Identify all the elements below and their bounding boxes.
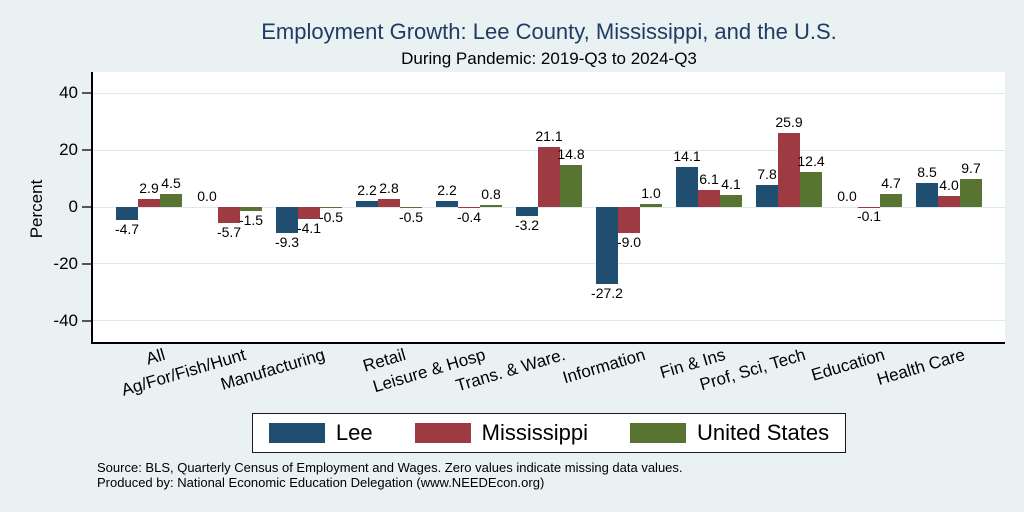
x-category-label-9: Education [809,345,888,385]
bar-mississippi-10 [938,195,960,207]
value-label-united-states-9: 4.7 [881,174,901,191]
value-label-lee-9: 0.0 [837,188,857,204]
value-label-mississippi-3: 2.8 [379,180,399,197]
value-label-lee-2: -9.3 [274,234,300,251]
value-label-mississippi-1: -5.7 [216,224,242,241]
bar-lee-0 [116,207,138,221]
value-label-united-states-2: -0.5 [318,209,344,226]
gridline-0 [93,206,1005,208]
bar-mississippi-3 [378,199,400,207]
legend-label-2: United States [697,420,830,445]
bar-united-states-9 [880,193,902,207]
value-label-mississippi-4: -0.4 [456,209,482,226]
bar-united-states-3 [400,207,422,209]
value-label-united-states-8: 12.4 [797,152,825,169]
value-label-mississippi-0: 2.9 [139,179,159,196]
legend: Lee Mississippi United States [93,413,1005,453]
value-label-mississippi-6: -9.0 [616,233,642,250]
value-label-mississippi-9: -0.1 [856,208,882,225]
legend-swatch-0 [268,423,325,443]
bar-lee-5 [516,207,538,217]
value-label-united-states-10: 9.7 [961,160,981,177]
legend-item-united-states: United States [630,421,829,445]
value-label-lee-1: 0.0 [197,188,217,204]
y-tick-label-20: 20 [59,140,78,160]
bar-lee-6 [596,207,618,285]
y-tick-label-40: 40 [59,83,78,103]
bar-united-states-5 [560,164,582,207]
bar-mississippi-6 [618,207,640,233]
y-tick-label--40: -40 [53,310,78,330]
value-label-lee-10: 8.5 [917,163,937,180]
chart-subtitle: During Pandemic: 2019-Q3 to 2024-Q3 [401,49,697,68]
legend-swatch-1 [414,423,471,443]
y-tick-40 [82,92,91,95]
y-tick-0 [82,206,91,208]
legend-swatch-2 [630,423,686,443]
bar-united-states-7 [720,195,742,207]
producer-note: Produced by: National Economic Education… [97,475,545,490]
legend-label-0: Lee [335,420,373,445]
value-label-lee-4: 2.2 [437,181,457,198]
bar-mississippi-0 [138,198,160,207]
gridline--20 [93,263,1005,265]
bar-mississippi-1 [218,207,240,224]
bar-mississippi-7 [698,189,720,207]
bar-lee-7 [676,166,698,207]
bar-mississippi-2 [298,207,320,219]
y-tick-label--20: -20 [53,253,78,273]
bar-united-states-10 [960,179,982,207]
bar-united-states-6 [640,204,662,207]
bar-lee-2 [276,207,298,234]
gridline-40 [93,92,1005,94]
y-tick-label-0: 0 [68,197,78,216]
value-label-mississippi-2: -4.1 [296,219,322,236]
value-label-united-states-3: -0.5 [398,209,424,226]
plot-area: -4.7 0.0 -9.3 2.2 2.2 -3.2 -27.2 14.1 7.8 0.0 8.5 2… [91,72,1005,344]
bar-lee-8 [756,184,778,207]
value-label-united-states-5: 14.8 [557,145,585,162]
x-category-label-10: Health Care [875,345,968,389]
x-category-label-0: All [143,345,168,369]
value-label-mississippi-8: 25.9 [775,114,803,131]
bar-mississippi-5 [538,146,560,207]
value-label-lee-0: -4.7 [114,221,140,238]
bar-lee-3 [356,200,378,207]
value-label-lee-5: -3.2 [514,217,540,234]
y-tick--20 [82,262,91,265]
bar-united-states-1 [240,207,262,212]
value-label-lee-3: 2.2 [357,181,377,198]
x-category-label-6: Information [560,345,648,388]
value-label-mississippi-10: 4.0 [939,176,959,193]
bar-united-states-0 [160,194,182,207]
y-tick--40 [82,319,91,322]
bar-united-states-8 [800,171,822,207]
value-label-united-states-7: 4.1 [721,176,741,193]
value-label-mississippi-5: 21.1 [535,127,563,144]
value-label-lee-8: 7.8 [757,165,777,182]
bar-united-states-4 [480,204,502,207]
legend-item-lee: Lee [268,420,373,445]
bar-lee-10 [916,182,938,207]
value-label-mississippi-7: 6.1 [699,170,719,187]
value-label-united-states-1: -1.5 [238,212,264,229]
value-label-united-states-0: 4.5 [161,175,181,192]
bar-lee-4 [436,200,458,207]
value-label-united-states-4: 0.8 [481,185,501,202]
bar-mississippi-8 [778,133,800,207]
value-label-lee-7: 14.1 [673,147,701,164]
gridline--40 [93,320,1005,322]
legend-item-mississippi: Mississippi [414,420,588,445]
legend-box: Lee Mississippi United States [251,413,847,453]
source-note: Source: BLS, Quarterly Census of Employm… [97,460,683,475]
chart-title: Employment Growth: Lee County, Mississip… [261,19,837,44]
bar-mississippi-4 [458,207,480,209]
bar-united-states-2 [320,207,342,209]
y-tick-20 [82,149,91,152]
value-label-lee-6: -27.2 [591,285,623,302]
legend-label-1: Mississippi [481,420,588,445]
value-label-united-states-6: 1.0 [641,185,661,202]
